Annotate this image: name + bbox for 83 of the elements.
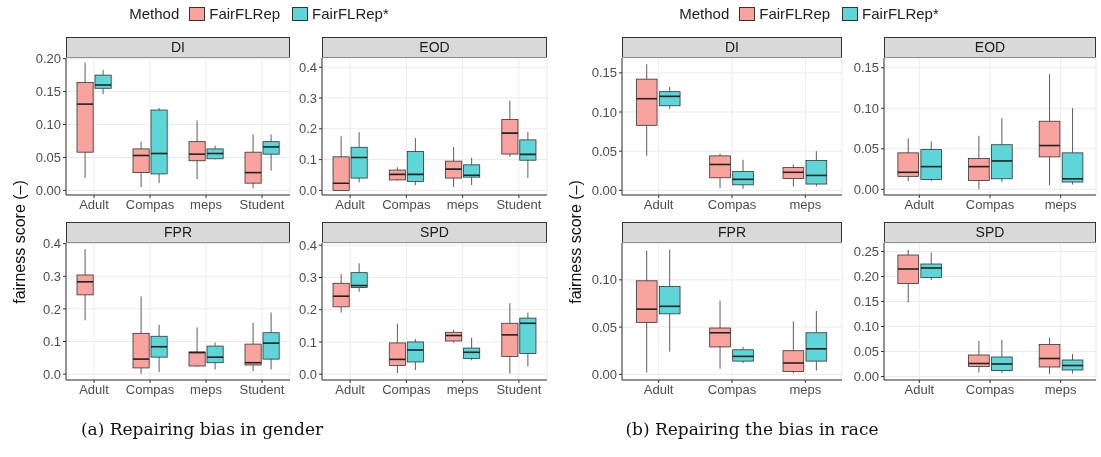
y-tick-label: 0.15 xyxy=(853,60,879,76)
y-tick-label: 0.0 xyxy=(298,183,317,198)
y-tick-label: 0.05 xyxy=(35,150,61,166)
y-tick-label: 0.10 xyxy=(591,272,617,288)
x-tick-label: Adult xyxy=(335,197,366,213)
legend-label: FairFLRep* xyxy=(312,5,389,22)
x-tick-label: meps xyxy=(1044,382,1078,398)
y-tick-label: 0.00 xyxy=(591,182,617,198)
x-tick-label: Adult xyxy=(904,197,935,213)
x-tick-label: Adult xyxy=(643,382,674,398)
y-tick-label: 0.15 xyxy=(591,65,617,81)
x-tick-label: Student xyxy=(239,197,285,213)
legend-label: FairFLRep xyxy=(759,5,831,22)
x-tick-label: Adult xyxy=(335,382,366,398)
x-tick-label: meps xyxy=(789,382,822,398)
x-tick-label: Compas xyxy=(382,197,432,213)
y-tick-label: 0.2 xyxy=(298,121,317,137)
x-tick-label: Adult xyxy=(904,382,935,398)
y-tick-label: 0.10 xyxy=(853,100,879,116)
y-tick-label: 0.2 xyxy=(42,301,61,317)
x-tick-label: Adult xyxy=(79,197,110,213)
y-tick-label: 0.00 xyxy=(853,369,879,385)
chart-title: FPR xyxy=(622,222,842,243)
x-tick-label: Compas xyxy=(125,382,175,398)
y-tick-label: 0.4 xyxy=(298,59,317,75)
chart-title: SPD xyxy=(884,222,1096,243)
x-tick-label: Compas xyxy=(965,197,1015,213)
y-tick-label: 0.20 xyxy=(35,51,61,67)
chart-title: FPR xyxy=(66,222,290,243)
y-tick-label: 0.00 xyxy=(35,183,61,198)
y-tick-label: 0.1 xyxy=(298,334,317,350)
chart-title: DI xyxy=(622,37,842,58)
x-tick-label: Compas xyxy=(707,382,757,398)
text: (a) Repairing bias in gender xyxy=(79,419,325,439)
y-tick-label: 0.00 xyxy=(591,366,617,382)
x-tick-label: Adult xyxy=(643,197,674,213)
chart-title: SPD xyxy=(322,222,547,243)
x-tick-label: meps xyxy=(446,382,480,398)
x-tick-label: meps xyxy=(1044,197,1078,213)
chart-title: EOD xyxy=(884,37,1096,58)
y-tick-label: 0.20 xyxy=(853,269,879,285)
legend-label: FairFLRep xyxy=(209,5,281,22)
y-tick-label: 0.1 xyxy=(298,152,317,168)
x-tick-label: Student xyxy=(239,382,285,398)
x-tick-label: Student xyxy=(496,382,542,398)
y-tick-label: 0.4 xyxy=(42,236,61,252)
text: (b) Repairing the bias in race xyxy=(624,419,880,439)
legend-label: FairFLRep* xyxy=(862,5,939,22)
x-tick-label: meps xyxy=(190,197,223,213)
y-axis-title: fairness score (–) xyxy=(11,180,29,304)
x-tick-label: Adult xyxy=(79,382,110,398)
x-tick-label: Compas xyxy=(125,197,175,213)
chart-title: DI xyxy=(66,37,290,58)
y-tick-label: 0.3 xyxy=(42,268,61,284)
y-axis-title: fairness score (–) xyxy=(567,180,585,304)
x-tick-label: meps xyxy=(190,382,223,398)
y-tick-label: 0.05 xyxy=(853,344,879,360)
y-tick-label: 0.05 xyxy=(591,319,617,335)
y-tick-label: 0.25 xyxy=(853,244,879,260)
y-tick-label: 0.00 xyxy=(853,181,879,197)
y-tick-label: 0.10 xyxy=(853,319,879,335)
x-tick-label: Compas xyxy=(707,197,757,213)
y-tick-label: 0.3 xyxy=(298,90,317,106)
y-tick-label: 0.1 xyxy=(42,334,61,350)
y-tick-label: 0.10 xyxy=(591,104,617,120)
legend-title: Method xyxy=(679,5,730,22)
y-tick-label: 0.10 xyxy=(35,117,61,133)
y-tick-label: 0.05 xyxy=(591,143,617,159)
x-tick-label: Compas xyxy=(965,382,1015,398)
x-tick-label: Student xyxy=(496,197,542,213)
y-tick-label: 0.15 xyxy=(853,294,879,310)
y-tick-label: 0.2 xyxy=(298,302,317,318)
y-tick-label: 0.0 xyxy=(42,366,61,382)
y-tick-label: 0.0 xyxy=(298,366,317,382)
x-tick-label: Compas xyxy=(382,382,432,398)
chart-title: EOD xyxy=(322,37,547,58)
x-tick-label: meps xyxy=(446,197,480,213)
y-tick-label: 0.4 xyxy=(298,237,317,253)
x-tick-label: meps xyxy=(789,197,822,213)
y-tick-label: 0.05 xyxy=(853,141,879,157)
y-tick-label: 0.15 xyxy=(35,84,61,100)
legend-title: Method xyxy=(129,5,180,22)
y-tick-label: 0.3 xyxy=(298,270,317,286)
